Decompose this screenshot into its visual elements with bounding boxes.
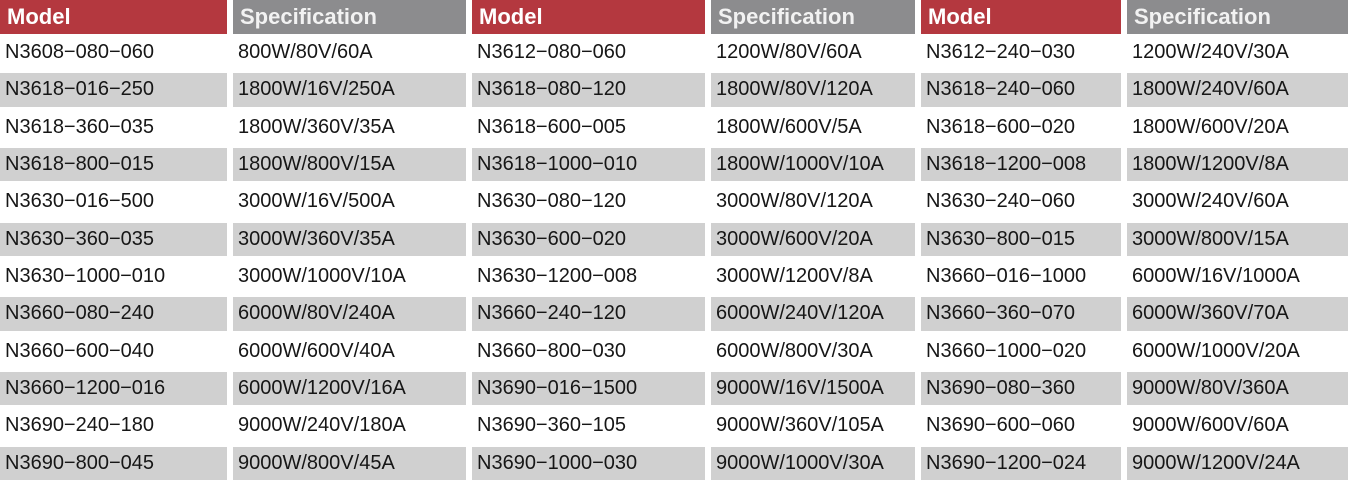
model-cell: N3690−1000−030 (472, 444, 705, 482)
model-cell: N3618−240−060 (921, 71, 1121, 109)
model-cell: N3660−016−1000 (926, 265, 1087, 288)
model-cell: N3618−600−020 (926, 115, 1076, 138)
model-cell: N3660−1200−016 (0, 369, 227, 408)
model-cell: N3630−600−020 (472, 220, 705, 258)
column-header-spec: Specification (233, 0, 466, 34)
model-cell: N3690−360−105 (477, 414, 627, 437)
column-header-spec: Specification (1127, 0, 1348, 34)
spec-cell: 1800W/800V/15A (233, 145, 466, 184)
spec-cell: 800W/80V/60A (238, 41, 373, 64)
spec-cell: 9000W/16V/1500A (711, 369, 915, 408)
model-cell: N3630−080−120 (477, 190, 627, 213)
model-cell: N3618−1000−010 (472, 145, 705, 184)
model-cell: N3690−016−1500 (472, 369, 705, 408)
model-cell: N3690−800−045 (0, 444, 227, 482)
model-cell: N3660−080−240 (0, 295, 227, 333)
model-cell: N3660−600−040 (5, 339, 155, 362)
spec-cell: 1800W/600V/20A (1132, 115, 1289, 138)
spec-cell: 6000W/800V/30A (716, 339, 873, 362)
spec-cell: 1800W/240V/60A (1127, 71, 1348, 109)
spec-cell: 1800W/16V/250A (233, 71, 466, 109)
spec-cell: 6000W/80V/240A (233, 295, 466, 333)
spec-cell: 6000W/240V/120A (711, 295, 915, 333)
model-cell: N3618−1200−008 (921, 145, 1121, 184)
model-cell: N3630−1000−010 (5, 265, 166, 288)
model-cell: N3660−240−120 (472, 295, 705, 333)
model-cell: N3618−016−250 (0, 71, 227, 109)
spec-cell: 9000W/600V/60A (1132, 414, 1289, 437)
model-cell: N3630−1200−008 (477, 265, 638, 288)
spec-cell: 6000W/1000V/20A (1132, 339, 1300, 362)
model-cell: N3660−800−030 (477, 339, 627, 362)
spec-cell: 1800W/1200V/8A (1127, 145, 1348, 184)
model-cell: N3690−240−180 (5, 414, 155, 437)
model-cell: N3612−240−030 (926, 41, 1076, 64)
model-cell: N3618−080−120 (472, 71, 705, 109)
spec-cell: 9000W/1200V/24A (1127, 444, 1348, 482)
spec-cell: 3000W/1200V/8A (716, 265, 873, 288)
model-cell: N3618−360−035 (5, 115, 155, 138)
model-cell: N3630−360−035 (0, 220, 227, 258)
spec-cell: 6000W/16V/1000A (1132, 265, 1300, 288)
model-cell: N3612−080−060 (477, 41, 627, 64)
spec-cell: 9000W/360V/105A (716, 414, 884, 437)
model-cell: N3690−080−360 (921, 369, 1121, 408)
spec-cell: 3000W/240V/60A (1132, 190, 1289, 213)
column-header-model: Model (472, 0, 705, 34)
spec-cell: 6000W/1200V/16A (233, 369, 466, 408)
model-cell: N3618−600−005 (477, 115, 627, 138)
spec-cell: 3000W/80V/120A (716, 190, 873, 213)
column-header-spec: Specification (711, 0, 915, 34)
spec-cell: 3000W/600V/20A (711, 220, 915, 258)
spec-cell: 1800W/1000V/10A (711, 145, 915, 184)
spec-cell: 1200W/240V/30A (1132, 41, 1289, 64)
spec-cell: 9000W/800V/45A (233, 444, 466, 482)
spec-cell: 1800W/600V/5A (716, 115, 862, 138)
column-header-model: Model (921, 0, 1121, 34)
spec-cell: 3000W/360V/35A (233, 220, 466, 258)
model-cell: N3690−1200−024 (921, 444, 1121, 482)
spec-cell: 3000W/800V/15A (1127, 220, 1348, 258)
spec-cell: 9000W/240V/180A (238, 414, 406, 437)
spec-cell: 1800W/80V/120A (711, 71, 915, 109)
model-cell: N3618−800−015 (0, 145, 227, 184)
spec-cell: 1800W/360V/35A (238, 115, 395, 138)
spec-cell: 9000W/1000V/30A (711, 444, 915, 482)
model-cell: N3660−1000−020 (926, 339, 1087, 362)
model-cell: N3630−800−015 (921, 220, 1121, 258)
spec-cell: 6000W/360V/70A (1127, 295, 1348, 333)
model-cell: N3660−360−070 (921, 295, 1121, 333)
column-header-model: Model (0, 0, 227, 34)
spec-cell: 1200W/80V/60A (716, 41, 862, 64)
spec-cell: 3000W/1000V/10A (238, 265, 406, 288)
model-cell: N3630−240−060 (926, 190, 1076, 213)
model-cell: N3630−016−500 (5, 190, 155, 213)
spec-cell: 9000W/80V/360A (1127, 369, 1348, 408)
spec-cell: 3000W/16V/500A (238, 190, 395, 213)
model-cell: N3608−080−060 (5, 41, 155, 64)
model-cell: N3690−600−060 (926, 414, 1076, 437)
spec-cell: 6000W/600V/40A (238, 339, 395, 362)
